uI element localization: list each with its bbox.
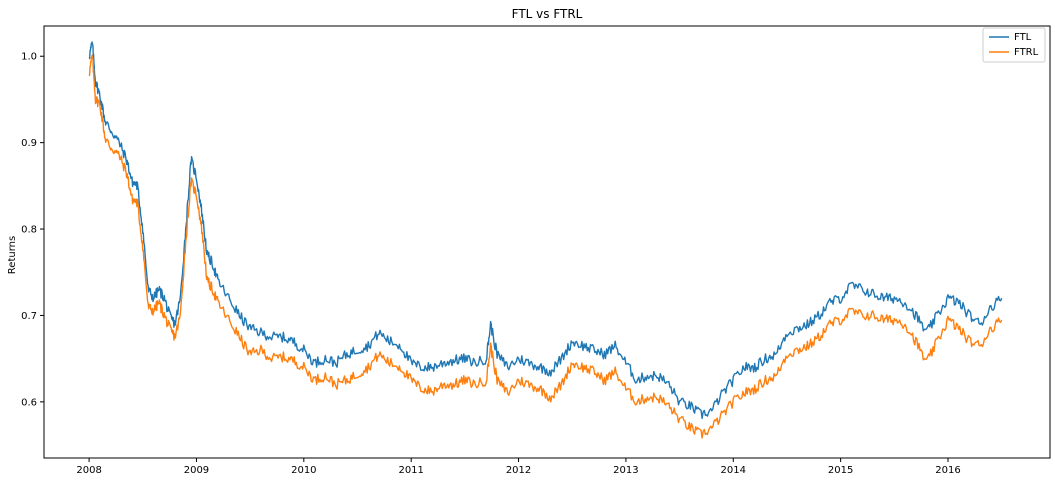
y-tick-label: 0.6 — [21, 397, 37, 408]
x-tick-label: 2009 — [184, 465, 209, 476]
x-tick-label: 2014 — [721, 465, 746, 476]
y-axis-label: Returns — [7, 236, 18, 274]
y-tick-label: 0.7 — [21, 311, 37, 322]
x-tick-label: 2016 — [935, 465, 960, 476]
x-tick-label: 2013 — [613, 465, 638, 476]
x-tick-label: 2008 — [76, 465, 101, 476]
x-tick-label: 2011 — [398, 465, 423, 476]
x-tick-label: 2010 — [291, 465, 316, 476]
y-tick-label: 1.0 — [21, 52, 37, 63]
legend: FTL FTRL — [983, 28, 1045, 62]
chart-title: FTL vs FTRL — [512, 7, 583, 21]
y-tick-label: 0.8 — [21, 225, 37, 236]
x-tick-label: 2012 — [506, 465, 531, 476]
y-tick-label: 0.9 — [21, 138, 37, 149]
x-tick-label: 2015 — [828, 465, 853, 476]
legend-label-ftrl: FTRL — [1014, 47, 1039, 58]
legend-label-ftl: FTL — [1014, 32, 1032, 43]
